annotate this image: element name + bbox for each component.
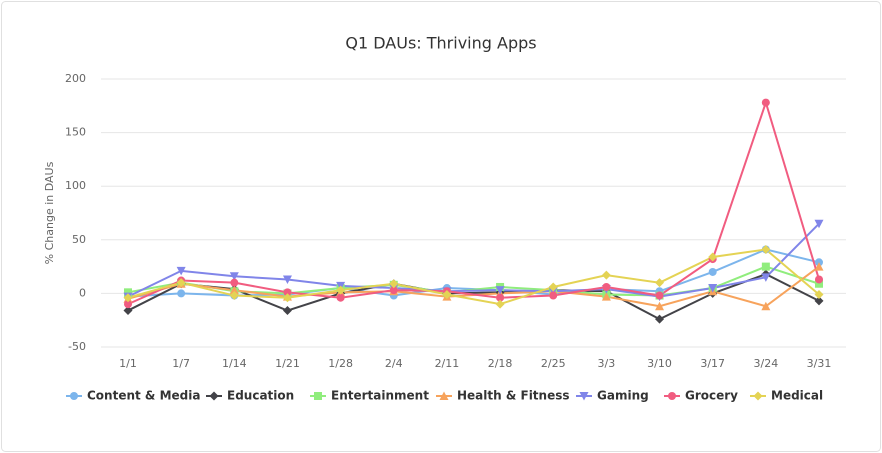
legend-marker (314, 392, 322, 400)
x-tick-label: 3/3 (598, 357, 616, 370)
series-line (127, 223, 820, 298)
y-tick-label: 50 (72, 233, 86, 246)
data-point (442, 289, 452, 299)
y-tick-label: 150 (65, 126, 86, 139)
x-tick-label: 2/11 (435, 357, 460, 370)
data-point (283, 288, 292, 297)
data-point (761, 301, 771, 311)
data-point (601, 270, 611, 280)
data-point (230, 278, 239, 287)
data-point (496, 293, 505, 302)
data-point (655, 278, 665, 288)
legend-text: Medical (771, 389, 823, 403)
x-tick-label: 2/25 (541, 357, 566, 370)
x-tick-label: 1/21 (275, 357, 300, 370)
legend-marker (70, 392, 78, 400)
data-point (761, 244, 771, 254)
data-point (282, 306, 292, 316)
x-tick-label: 3/17 (700, 357, 725, 370)
series-line (127, 273, 820, 321)
data-point (495, 299, 505, 309)
data-point (815, 275, 823, 284)
y-axis-label: % Change in DAUs (43, 161, 56, 264)
legend-text: Entertainment (331, 389, 429, 403)
data-point (282, 293, 292, 303)
legend-text: Education (227, 389, 294, 403)
y-tick-label: -50 (68, 340, 86, 353)
data-point (176, 266, 186, 276)
data-point (389, 286, 398, 295)
data-point (229, 272, 239, 281)
data-point (814, 296, 824, 306)
data-point (814, 289, 824, 299)
data-point (708, 284, 718, 293)
data-point (549, 291, 558, 300)
legend-text: Content & Media (87, 389, 200, 403)
x-tick-label: 2/18 (488, 357, 513, 370)
data-point (282, 275, 292, 284)
data-point (761, 98, 770, 107)
y-tick-label: 200 (65, 72, 86, 85)
chart-title: Q1 DAUs: Thriving Apps (345, 34, 536, 53)
data-point (336, 293, 345, 302)
data-point (708, 252, 718, 262)
x-tick-label: 1/28 (328, 357, 353, 370)
data-point (601, 292, 611, 301)
data-point (229, 285, 239, 295)
legend-text: Gaming (597, 389, 649, 403)
y-tick-label: 0 (79, 286, 86, 299)
x-tick-label: 2/4 (385, 357, 403, 370)
data-point (176, 278, 186, 288)
legend-text: Health & Fitness (457, 389, 570, 403)
data-point (229, 291, 239, 301)
data-point (495, 286, 505, 295)
data-point (655, 291, 664, 300)
x-tick-label: 1/7 (172, 357, 190, 370)
x-tick-label: 1/14 (222, 357, 247, 370)
data-point (814, 219, 824, 229)
data-point (124, 288, 132, 297)
data-point (761, 262, 770, 271)
data-point (655, 314, 665, 324)
data-point (123, 293, 133, 303)
legend-marker (439, 391, 449, 400)
legend-marker (209, 391, 219, 401)
x-tick-label: 3/31 (807, 357, 832, 370)
data-point (177, 289, 186, 298)
legend-text: Grocery (685, 389, 738, 403)
data-point (548, 282, 558, 292)
x-tick-label: 3/10 (647, 357, 672, 370)
data-point (602, 282, 611, 291)
y-tick-label: 100 (65, 179, 86, 192)
data-point (815, 279, 823, 288)
legend-marker (668, 392, 676, 400)
legend-marker (579, 392, 589, 401)
data-point (814, 262, 824, 271)
legend-marker (753, 391, 763, 401)
x-tick-label: 3/24 (753, 357, 778, 370)
data-point (655, 301, 665, 311)
series-line (127, 248, 820, 306)
data-point (123, 306, 133, 316)
data-point (336, 285, 346, 295)
data-point (124, 300, 132, 309)
x-tick-label: 1/1 (119, 357, 137, 370)
data-point (548, 287, 558, 296)
data-point (389, 279, 399, 289)
data-point (761, 273, 771, 282)
series-line (127, 99, 820, 306)
data-point (708, 267, 717, 276)
